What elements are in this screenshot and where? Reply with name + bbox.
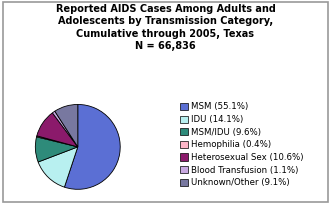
Wedge shape xyxy=(65,104,120,189)
Legend: MSM (55.1%), IDU (14.1%), MSM/IDU (9.6%), Hemophilia (0.4%), Heterosexual Sex (1: MSM (55.1%), IDU (14.1%), MSM/IDU (9.6%)… xyxy=(180,102,304,187)
Wedge shape xyxy=(55,104,78,147)
Wedge shape xyxy=(52,111,78,147)
Wedge shape xyxy=(38,147,78,187)
Wedge shape xyxy=(35,137,78,162)
Wedge shape xyxy=(36,136,78,147)
Wedge shape xyxy=(37,113,78,147)
Text: Reported AIDS Cases Among Adults and
Adolescents by Transmission Category,
Cumul: Reported AIDS Cases Among Adults and Ado… xyxy=(56,4,275,51)
